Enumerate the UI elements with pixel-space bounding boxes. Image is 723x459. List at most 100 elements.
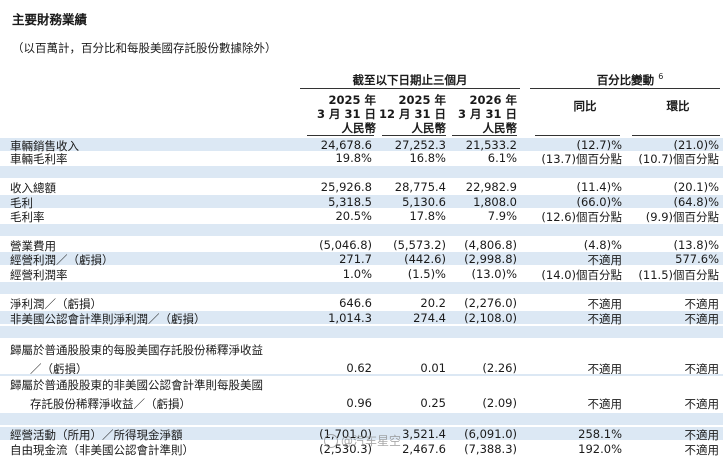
period-group-header: 截至以下日期止三個月 xyxy=(352,73,468,87)
cell-qoq: 不適用 xyxy=(684,428,720,442)
watermark: @汽车星空 xyxy=(324,432,401,449)
table-row xyxy=(0,224,723,236)
cell-qoq: (64.8)% xyxy=(673,195,719,209)
cell-yoy: 不適用 xyxy=(587,312,623,326)
cell-q1-2025: 20.5% xyxy=(335,209,372,223)
row-label: 存託股份稀釋淨收益／（虧損） xyxy=(30,397,191,411)
row-label: 車輛毛利率 xyxy=(10,152,68,166)
cell-q1-2026: 6.1% xyxy=(487,151,517,165)
row-label: 車輛銷售收入 xyxy=(10,139,79,153)
cell-q4-2025: 2,467.6 xyxy=(402,442,446,456)
cell-qoq: 不適用 xyxy=(684,362,720,376)
cell-q4-2025: 0.25 xyxy=(420,396,446,410)
table-row: 營業費用 (5,046.8) (5,573.2) (4,806.8) (4.8)… xyxy=(0,238,723,253)
row-label: 非美國公認會計準則淨利潤／（虧損） xyxy=(10,312,206,326)
table-row: 毛利率 20.5% 17.8% 7.9% (12.6)個百分點 (9.9)個百分… xyxy=(0,209,723,224)
cell-q1-2025: 271.7 xyxy=(339,252,372,266)
change-group-header: 百分比變動 6 xyxy=(555,72,705,88)
cell-q1-2026: (6,091.0) xyxy=(464,427,517,441)
row-label: 自由現金流（非美國公認會計準則） xyxy=(10,443,194,457)
table-row: 車輛銷售收入 24,678.6 27,252.3 21,533.2 (12.7)… xyxy=(0,138,723,153)
table-row xyxy=(0,166,723,178)
cell-q4-2025: 5,130.6 xyxy=(402,195,446,209)
cell-qoq: 不適用 xyxy=(684,443,720,457)
cell-yoy: 258.1% xyxy=(578,427,622,441)
cell-q1-2025: 646.6 xyxy=(339,296,372,310)
cell-yoy: 不適用 xyxy=(587,362,623,376)
cell-qoq: (13.8)% xyxy=(673,238,719,252)
page-title: 主要財務業績 xyxy=(12,12,88,27)
table-row xyxy=(0,326,723,338)
cell-q1-2026: 7.9% xyxy=(487,209,517,223)
cell-q4-2025: 17.8% xyxy=(409,209,446,223)
cell-q4-2025: (5,573.2) xyxy=(393,238,446,252)
row-label: ／（虧損） xyxy=(30,362,88,376)
col3-currency: 人民幣 xyxy=(482,121,518,135)
cell-yoy: 192.0% xyxy=(578,442,622,456)
col2-year: 2025 年 xyxy=(398,93,446,107)
cell-q1-2025: 24,678.6 xyxy=(320,138,372,152)
cell-yoy: (12.6)個百分點 xyxy=(541,210,622,224)
col2-date: 12 月 31 日 xyxy=(378,107,446,121)
units-note: （以百萬計，百分比和每股美國存託股份數據除外） xyxy=(12,41,277,55)
cell-yoy: (14.0)個百分點 xyxy=(541,268,622,282)
cell-q1-2026: (13.0)% xyxy=(471,267,517,281)
cell-yoy: 不適用 xyxy=(587,397,623,411)
cell-q1-2025: 1,014.3 xyxy=(328,311,372,325)
cell-q1-2026: (2.26) xyxy=(482,361,517,375)
cell-q1-2026: 1,808.0 xyxy=(473,195,517,209)
col3-underline xyxy=(452,135,517,136)
col1-year: 2025 年 xyxy=(328,93,376,107)
cell-q1-2026: (2,276.0) xyxy=(464,296,517,310)
row-label: 歸屬於普通股股東的每股美國存託股份稀釋淨收益 xyxy=(10,343,263,357)
cell-q4-2025: 3,521.4 xyxy=(402,427,446,441)
table-row: 收入總額 25,926.8 28,775.4 22,982.9 (11.4)% … xyxy=(0,180,723,195)
cell-yoy: (4.8)% xyxy=(583,238,622,252)
cell-q1-2026: (7,388.3) xyxy=(464,442,517,456)
cell-q4-2025: 274.4 xyxy=(413,311,446,325)
cell-qoq: (10.7)個百分點 xyxy=(638,152,719,166)
table-row: 毛利 5,318.5 5,130.6 1,808.0 (66.0)% (64.8… xyxy=(0,195,723,210)
table-row: 歸屬於普通股股東的每股美國存託股份稀釋淨收益 xyxy=(0,342,723,357)
cell-qoq: (21.0)% xyxy=(673,138,719,152)
row-label: 收入總額 xyxy=(10,181,56,195)
period-group-underline xyxy=(300,88,520,89)
qoq-underline xyxy=(632,135,720,136)
cell-q1-2025: (5,046.8) xyxy=(319,238,372,252)
table-row: 淨利潤／（虧損） 646.6 20.2 (2,276.0) 不適用 不適用 xyxy=(0,296,723,311)
cell-q4-2025: 0.01 xyxy=(420,361,446,375)
table-row: 非美國公認會計準則淨利潤／（虧損） 1,014.3 274.4 (2,108.0… xyxy=(0,311,723,326)
watermark-text: @汽车星空 xyxy=(341,434,402,448)
cell-q4-2025: (442.6) xyxy=(404,252,446,266)
col1-currency: 人民幣 xyxy=(341,121,377,135)
cell-qoq: 不適用 xyxy=(684,297,720,311)
cell-q4-2025: 20.2 xyxy=(420,296,446,310)
cell-q1-2025: 19.8% xyxy=(335,151,372,165)
row-label: 經營活動（所用）／所得現金淨額 xyxy=(10,428,183,442)
cell-qoq: (20.1)% xyxy=(673,180,719,194)
row-label: 毛利 xyxy=(10,196,33,210)
row-label: 營業費用 xyxy=(10,239,56,253)
cell-q1-2026: (2.09) xyxy=(482,396,517,410)
row-label: 經營利潤／（虧損） xyxy=(10,253,114,267)
cell-qoq: 不適用 xyxy=(684,312,720,326)
table-row: 經營利潤率 1.0% (1.5)% (13.0)% (14.0)個百分點 (11… xyxy=(0,267,723,282)
table-row: 歸屬於普通股股東的非美國公認會計準則每股美國 xyxy=(0,377,723,392)
col3-date: 3 月 31 日 xyxy=(457,107,517,121)
cell-q1-2025: 0.62 xyxy=(346,361,372,375)
table-row: 存託股份稀釋淨收益／（虧損） 0.96 0.25 (2.09) 不適用 不適用 xyxy=(0,396,723,411)
row-label: 淨利潤／（虧損） xyxy=(10,297,102,311)
cell-yoy: 不適用 xyxy=(587,297,623,311)
cell-q1-2025: 1.0% xyxy=(342,267,372,281)
cell-q1-2025: 5,318.5 xyxy=(328,195,372,209)
change-footnote-marker: 6 xyxy=(658,72,664,82)
cell-q1-2026: 21,533.2 xyxy=(465,138,517,152)
table-row xyxy=(0,282,723,294)
cell-yoy: (11.4)% xyxy=(576,180,622,194)
table-row: 自由現金流（非美國公認會計準則） (2,530.3) 2,467.6 (7,38… xyxy=(0,442,723,457)
row-label: 毛利率 xyxy=(10,210,45,224)
row-label: 經營利潤率 xyxy=(10,268,68,282)
cell-q1-2025: 25,926.8 xyxy=(320,180,372,194)
change-group-underline xyxy=(530,88,720,89)
cell-q4-2025: 27,252.3 xyxy=(394,138,446,152)
